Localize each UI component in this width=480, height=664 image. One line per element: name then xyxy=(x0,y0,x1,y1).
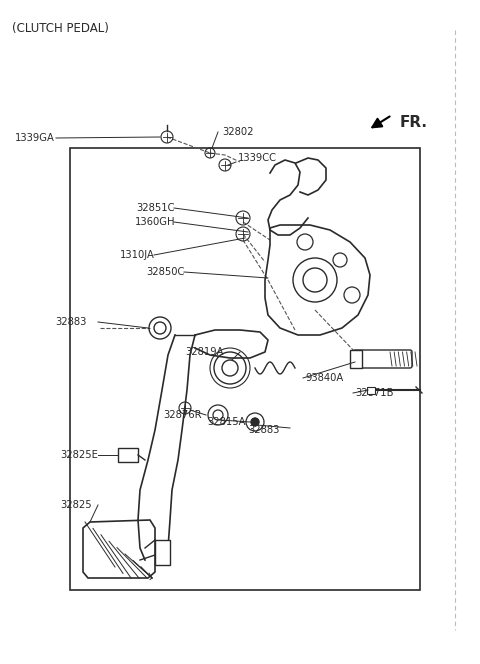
Text: 32876R: 32876R xyxy=(163,410,202,420)
FancyBboxPatch shape xyxy=(118,448,138,462)
Bar xyxy=(70,148,420,590)
Text: 32825E: 32825E xyxy=(60,450,98,460)
Text: 1360GH: 1360GH xyxy=(134,217,175,227)
FancyBboxPatch shape xyxy=(155,540,170,565)
Text: 1339CC: 1339CC xyxy=(238,153,277,163)
Text: 1339GA: 1339GA xyxy=(15,133,55,143)
FancyBboxPatch shape xyxy=(353,350,412,368)
Text: 93840A: 93840A xyxy=(305,373,343,383)
FancyBboxPatch shape xyxy=(350,350,362,368)
Text: FR.: FR. xyxy=(400,115,428,130)
Polygon shape xyxy=(83,520,155,578)
Text: 1310JA: 1310JA xyxy=(120,250,155,260)
Text: 32871B: 32871B xyxy=(355,388,394,398)
FancyBboxPatch shape xyxy=(367,387,375,394)
Text: (CLUTCH PEDAL): (CLUTCH PEDAL) xyxy=(12,22,109,35)
Text: 32825: 32825 xyxy=(60,500,92,510)
Text: 32850C: 32850C xyxy=(146,267,185,277)
Text: 32851C: 32851C xyxy=(136,203,175,213)
Circle shape xyxy=(251,418,259,426)
Text: 32819A: 32819A xyxy=(185,347,224,357)
Text: 32815A: 32815A xyxy=(207,417,245,427)
Text: 32883: 32883 xyxy=(55,317,86,327)
Text: 32883: 32883 xyxy=(248,425,279,435)
Text: 32802: 32802 xyxy=(222,127,253,137)
